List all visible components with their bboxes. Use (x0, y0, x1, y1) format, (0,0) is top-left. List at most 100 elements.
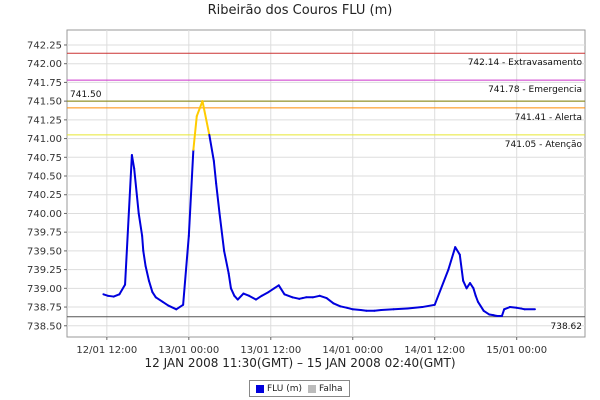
x-tick-label: 12/01 12:00 (76, 345, 137, 356)
series-segment (242, 292, 251, 297)
series-segment (130, 154, 136, 170)
series-segment (144, 264, 150, 282)
legend: FLU (m) Falha (249, 380, 350, 397)
chart-subtitle: 12 JAN 2008 11:30(GMT) – 15 JAN 2008 02:… (144, 356, 456, 370)
series-segment (406, 306, 424, 310)
annotation-label: 738.62 (551, 322, 583, 332)
series-segment (508, 306, 518, 309)
series-segment (161, 300, 170, 307)
series-segment (112, 293, 121, 298)
series-segment (474, 294, 479, 303)
legend-label-falha: Falha (318, 383, 343, 394)
x-tick-label: 13/01 12:00 (240, 345, 301, 356)
y-tick-label: 738.75 (27, 303, 62, 314)
series-segment (421, 303, 436, 309)
series-segment (351, 308, 362, 312)
plot-area (66, 29, 586, 338)
x-axis: 12/01 12:00 13/01 00:00 13/01 12:00 14/01 0… (76, 337, 547, 356)
series-segment (267, 287, 276, 294)
legend-item-flu: FLU (m) (256, 384, 302, 394)
legend-swatch-flu (256, 384, 264, 393)
series-segment (318, 294, 328, 300)
series-segment (192, 115, 198, 151)
y-tick-label: 738.50 (27, 321, 62, 332)
series-segment (201, 100, 211, 136)
threshold-label: 741.05 - Atenção (505, 140, 583, 150)
y-tick-label: 739.00 (27, 284, 62, 295)
y-tick-label: 742.00 (27, 59, 62, 70)
series-segment (277, 284, 286, 296)
series-segment (472, 287, 477, 297)
y-tick-label: 740.50 (27, 172, 62, 183)
y-tick-label: 740.25 (27, 190, 62, 201)
annotation-label: 741.50 (70, 90, 102, 100)
series-segment (500, 308, 506, 318)
series-segment (503, 306, 511, 311)
y-tick-label: 741.75 (27, 78, 62, 89)
y-tick-label: 742.25 (27, 40, 62, 51)
series-segment (476, 300, 485, 312)
series-segment (137, 212, 144, 237)
y-tick-label: 741.50 (27, 97, 62, 108)
y-tick-label: 741.00 (27, 134, 62, 145)
series-segment (182, 234, 190, 306)
series-segment (325, 297, 335, 305)
series-segment (195, 100, 204, 118)
y-tick-label: 739.50 (27, 246, 62, 257)
series-segment (124, 154, 133, 286)
series-segment (133, 167, 140, 215)
x-tick-label: 15/01 00:00 (486, 345, 547, 356)
series-segment (454, 246, 461, 256)
series-segment (212, 160, 218, 185)
chart-title: Ribeirão dos Couros FLU (m) (207, 3, 393, 18)
series-segment (260, 291, 270, 297)
legend-label-flu: FLU (m) (267, 383, 302, 394)
series-segment (311, 294, 321, 299)
series-segment (332, 302, 342, 308)
series-segment (208, 133, 215, 163)
series-segment (392, 307, 409, 311)
series-segment (433, 268, 450, 306)
series-segment (254, 294, 263, 301)
y-tick-label: 740.75 (27, 153, 62, 164)
series-segment (373, 309, 383, 312)
series-segment (283, 293, 294, 299)
series-segment (229, 287, 236, 297)
series-segment (118, 283, 127, 296)
threshold-label: 742.14 - Extravasamento (468, 58, 583, 68)
threshold-label: 741.41 - Alerta (515, 113, 582, 123)
series-segment (223, 249, 230, 275)
threshold-label: 741.78 - Emergencia (488, 85, 582, 95)
legend-item-falha: Falha (307, 383, 343, 394)
series-segment (447, 246, 457, 271)
series-segment (380, 308, 395, 312)
y-tick-label: 739.75 (27, 228, 62, 239)
series-segment (469, 282, 475, 290)
x-tick-label: 14/01 00:00 (322, 345, 383, 356)
series-segment (291, 296, 301, 300)
series-segment (236, 292, 245, 301)
series-segment (142, 249, 147, 267)
x-tick-label: 13/01 00:00 (158, 345, 219, 356)
series-segment (141, 234, 145, 252)
y-tick-label: 740.00 (27, 209, 62, 220)
series-segment (462, 279, 468, 290)
series-segment (151, 291, 157, 299)
legend-swatch-falha (307, 384, 316, 393)
y-tick-label: 741.25 (27, 115, 62, 126)
series-segment (482, 309, 491, 316)
series-layer (102, 100, 536, 318)
threshold-layer: 742.14 - Extravasamento 741.78 - Emergenc… (67, 52, 585, 332)
series-segment (167, 304, 178, 311)
series-segment (227, 272, 232, 290)
series-segment (175, 303, 185, 311)
series-segment (248, 294, 257, 301)
y-tick-label: 739.25 (27, 265, 62, 276)
y-axis: 742.25 742.00 741.75 741.50 741.25 741.00 740.… (27, 40, 67, 332)
series-segment (339, 305, 349, 309)
series-segment (215, 182, 221, 215)
series-segment (218, 212, 226, 252)
series-segment (187, 148, 195, 237)
